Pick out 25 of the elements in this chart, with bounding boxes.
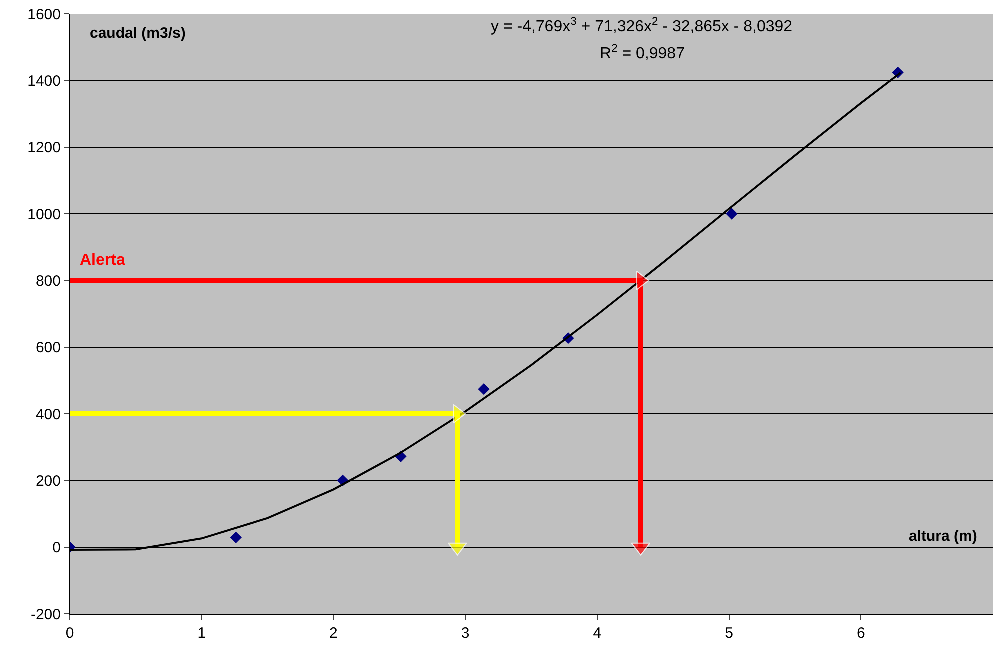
- y-tick-label: 1000: [28, 206, 61, 224]
- y-tick-label: 0: [52, 540, 61, 557]
- x-tick-label: 3: [461, 625, 470, 642]
- point: [230, 532, 242, 544]
- y-tick-label: 200: [36, 472, 61, 490]
- x-tick-label: 5: [725, 625, 734, 642]
- annotation: R$^{2}$ = 0,9987: [600, 43, 686, 63]
- x-tick-label: 1: [198, 625, 206, 642]
- y-tick-label: 400: [36, 406, 61, 424]
- x-axis-title: altura (m): [909, 528, 978, 545]
- y-tick-label: 1200: [28, 140, 61, 157]
- y-tick-label: 800: [36, 272, 61, 290]
- y-axis-title: caudal (m3/s): [90, 25, 186, 42]
- x-tick-label: 4: [593, 625, 602, 642]
- annotation: y = -4,769x$^{3}$ + 71,326x$^{2}$ - 32,865x - 8,0392: [491, 16, 793, 36]
- y-tick-label: 1400: [28, 72, 61, 90]
- y-tick-label: 600: [36, 340, 61, 357]
- x-tick-label: 0: [66, 625, 74, 642]
- series-label: Alerta: [80, 252, 126, 269]
- x-tick-label: 6: [856, 625, 866, 642]
- y-tick-label: 1600: [28, 6, 61, 24]
- point: [726, 208, 738, 220]
- x-tick-label: 2: [330, 625, 338, 642]
- y-tick-label: -200: [30, 606, 61, 624]
- point: [478, 383, 490, 396]
